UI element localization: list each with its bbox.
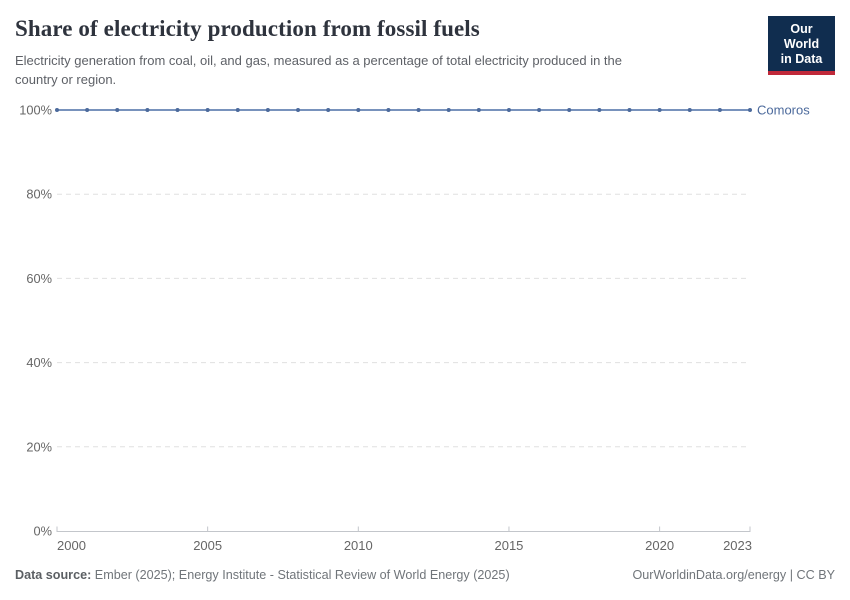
x-axis-tick-label: 2015 — [494, 538, 523, 553]
data-point-marker — [687, 108, 692, 112]
data-point-marker — [265, 108, 270, 112]
line-chart-canvas: 0% 20% 40% 60% 80% 100% 2000 2005 2010 2015 2020 20… — [19, 103, 810, 554]
x-axis-tick-label: 2023 — [723, 538, 752, 553]
x-axis-tick-label: 2010 — [344, 538, 373, 553]
data-point-marker — [416, 108, 421, 112]
data-point-marker — [748, 108, 752, 112]
data-point-marker — [235, 108, 240, 112]
entity-label-comoros: Comoros — [757, 103, 810, 118]
data-point-marker — [537, 108, 542, 112]
x-axis-tick-label: 2020 — [645, 538, 674, 553]
page-title: Share of electricity production from fos… — [15, 16, 480, 41]
data-point-marker — [175, 108, 180, 112]
chart-header: Share of electricity production from fos… — [0, 0, 850, 89]
y-axis-tick-label: 80% — [26, 187, 52, 202]
y-axis-tick-label: 100% — [19, 103, 52, 118]
chart-subtitle: Electricity generation from coal, oil, a… — [15, 52, 835, 89]
data-point-marker — [386, 108, 391, 112]
data-point-marker — [296, 108, 301, 112]
data-point-marker — [85, 108, 90, 112]
logo-text-line2: in Data — [780, 52, 823, 66]
data-point-marker — [115, 108, 120, 112]
chart-area: 0% 20% 40% 60% 80% 100% 2000 2005 2010 2015 2020 20… — [0, 95, 850, 570]
subtitle-line-1: Electricity generation from coal, oil, a… — [15, 53, 622, 68]
y-axis-tick-label: 60% — [26, 271, 52, 286]
x-axis-tick-label: 2005 — [193, 538, 222, 553]
data-point-marker — [717, 108, 722, 112]
y-axis-tick-label: 40% — [26, 355, 52, 370]
data-point-marker — [55, 108, 59, 112]
data-point-marker — [657, 108, 662, 112]
subtitle-line-2: country or region. — [15, 71, 117, 87]
logo-text-line1: Our World — [783, 22, 820, 51]
data-source-note: Data source: Ember (2025); Energy Instit… — [15, 567, 510, 583]
data-point-marker — [597, 108, 602, 112]
data-source-label: Data source: — [15, 568, 92, 582]
data-point-marker — [326, 108, 331, 112]
chart-footer: Data source: Ember (2025); Energy Instit… — [15, 567, 835, 583]
data-point-marker — [567, 108, 572, 112]
data-point-marker — [476, 108, 481, 112]
footer-credit-link[interactable]: OurWorldinData.org/energy | CC BY — [632, 568, 835, 582]
y-axis-tick-label: 20% — [26, 439, 52, 454]
data-point-marker — [627, 108, 632, 112]
data-point-marker — [145, 108, 150, 112]
x-axis-tick-label: 2000 — [57, 538, 86, 553]
data-point-marker — [446, 108, 451, 112]
data-point-marker — [506, 108, 511, 112]
data-source-text: Ember (2025); Energy Institute - Statist… — [94, 568, 510, 582]
data-point-marker — [356, 108, 361, 112]
y-axis-tick-label: 0% — [34, 524, 53, 539]
owid-logo[interactable]: Our World in Data — [768, 16, 835, 75]
data-point-marker — [205, 108, 210, 112]
